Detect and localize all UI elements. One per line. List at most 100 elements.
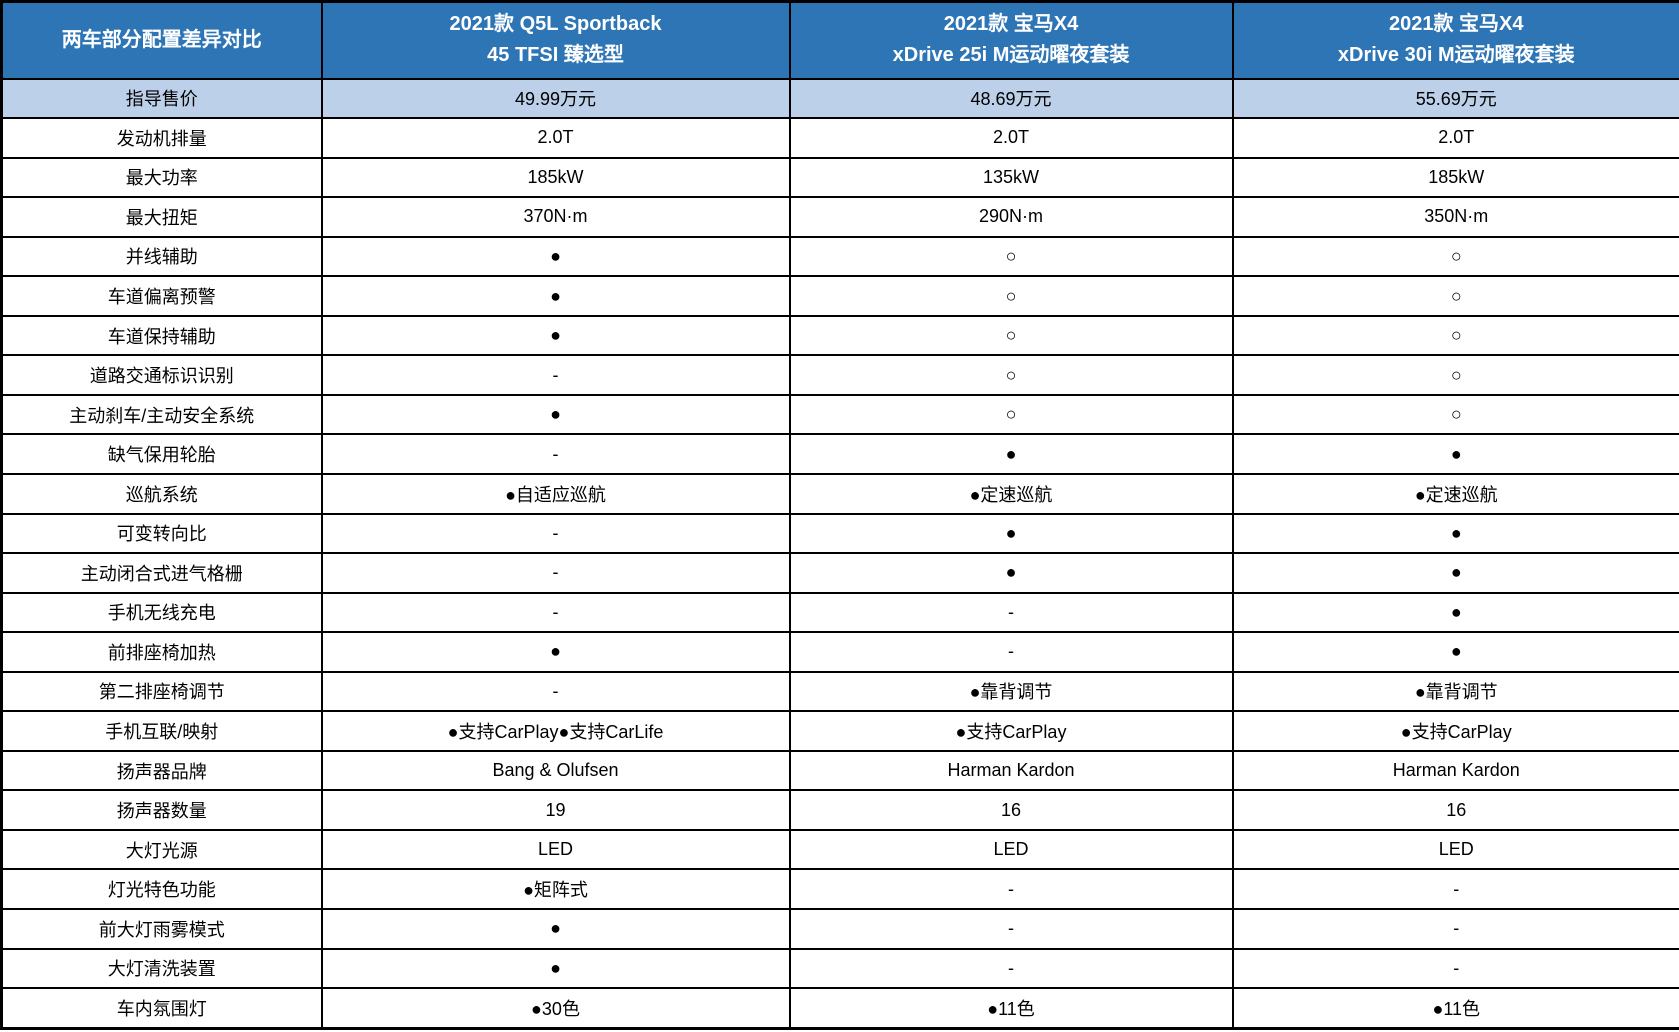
cell-value: 16	[788, 789, 1234, 831]
row-label: 扬声器数量	[0, 789, 323, 831]
cell-value: ●靠背调节	[788, 670, 1234, 713]
row-label: 大灯清洗装置	[0, 947, 323, 990]
table-body: 指导售价 49.99万元 48.69万元 55.69万元 发动机排量 2.0T 2.0T 2.…	[0, 77, 1679, 1030]
cell-value: Bang & Olufsen	[320, 749, 791, 792]
cell-value: ○	[788, 275, 1234, 317]
cell-value: ●	[1231, 552, 1679, 594]
cell-value: ●	[1231, 512, 1679, 555]
cell-value: ●	[1231, 631, 1679, 673]
row-label: 车内氛围灯	[0, 987, 323, 1030]
spec-row: 最大扭矩 370N·m 290N·m 350N·m	[0, 196, 1679, 238]
spec-row: 扬声器品牌 Bang & Olufsen Harman Kardon Harman K…	[0, 749, 1679, 792]
cell-value: ●	[788, 512, 1234, 555]
row-label: 主动闭合式进气格栅	[0, 552, 323, 594]
cell-value: ○	[788, 354, 1234, 396]
cell-value: ●	[788, 433, 1234, 475]
cell-value: ●	[320, 907, 791, 950]
spec-row: 主动闭合式进气格栅 - ● ●	[0, 552, 1679, 594]
cell-value: LED	[320, 828, 791, 871]
spec-row: 第二排座椅调节 - ●靠背调节 ●靠背调节	[0, 670, 1679, 713]
cell-value: ○	[1231, 314, 1679, 357]
row-label: 发动机排量	[0, 117, 323, 159]
cell-value: ○	[788, 393, 1234, 436]
cell-value: -	[320, 433, 791, 475]
cell-value: 290N·m	[788, 196, 1234, 238]
row-label: 指导售价	[0, 77, 323, 120]
column-header-x4-30i: 2021款 宝马X4 xDrive 30i M运动曜夜套装	[1231, 0, 1679, 80]
column-header-line1: 2021款 Q5L Sportback	[449, 13, 662, 36]
spec-row: 大灯光源 LED LED LED	[0, 828, 1679, 871]
cell-value: 2.0T	[320, 117, 791, 159]
row-label: 灯光特色功能	[0, 868, 323, 910]
cell-value: 16	[1231, 789, 1679, 831]
column-header-x4-25i: 2021款 宝马X4 xDrive 25i M运动曜夜套装	[788, 0, 1234, 80]
cell-value: ●	[1231, 433, 1679, 475]
spec-row: 前排座椅加热 ● - ●	[0, 631, 1679, 673]
row-label: 并线辅助	[0, 235, 323, 278]
row-label: 手机互联/映射	[0, 710, 323, 752]
column-header-line2: xDrive 25i M运动曜夜套装	[892, 44, 1130, 67]
spec-row: 前大灯雨雾模式 ● - -	[0, 907, 1679, 950]
cell-value: ○	[788, 235, 1234, 278]
cell-value: -	[320, 670, 791, 713]
column-header-line2: 45 TFSI 臻选型	[487, 44, 624, 67]
column-header-line2: xDrive 30i M运动曜夜套装	[1337, 44, 1575, 67]
table-title-cell: 两车部分配置差异对比	[0, 0, 323, 80]
spec-row: 车内氛围灯 ●30色 ●11色 ●11色	[0, 987, 1679, 1030]
cell-value: -	[320, 591, 791, 634]
spec-row: 可变转向比 - ● ●	[0, 512, 1679, 555]
cell-value: 370N·m	[320, 196, 791, 238]
spec-row: 最大功率 185kW 135kW 185kW	[0, 156, 1679, 199]
cell-value: ●支持CarPlay	[1231, 710, 1679, 752]
cell-value: ●	[788, 552, 1234, 594]
spec-row: 巡航系统 ●自适应巡航 ●定速巡航 ●定速巡航	[0, 472, 1679, 515]
cell-value: Harman Kardon	[1231, 749, 1679, 792]
cell-value: 2.0T	[788, 117, 1234, 159]
cell-value: -	[788, 947, 1234, 990]
cell-value: 350N·m	[1231, 196, 1679, 238]
cell-value: ○	[1231, 393, 1679, 436]
cell-value: ●支持CarPlay●支持CarLife	[320, 710, 791, 752]
spec-row: 扬声器数量 19 16 16	[0, 789, 1679, 831]
row-label: 扬声器品牌	[0, 749, 323, 792]
row-label: 道路交通标识识别	[0, 354, 323, 396]
cell-value: -	[320, 552, 791, 594]
spec-row: 车道偏离预警 ● ○ ○	[0, 275, 1679, 317]
cell-value: ○	[1231, 354, 1679, 396]
cell-value: -	[788, 868, 1234, 910]
column-header-line1: 2021款 宝马X4	[1388, 13, 1524, 36]
row-label: 主动刹车/主动安全系统	[0, 393, 323, 436]
cell-value: ○	[1231, 275, 1679, 317]
cell-value: ●	[1231, 591, 1679, 634]
cell-value: ●支持CarPlay	[788, 710, 1234, 752]
cell-value: ●定速巡航	[1231, 472, 1679, 515]
cell-value: -	[1231, 868, 1679, 910]
row-label: 前排座椅加热	[0, 631, 323, 673]
cell-value: 49.99万元	[320, 77, 791, 120]
cell-value: ●11色	[1231, 987, 1679, 1030]
cell-value: 48.69万元	[788, 77, 1234, 120]
cell-value: 55.69万元	[1231, 77, 1679, 120]
spec-row: 道路交通标识识别 - ○ ○	[0, 354, 1679, 396]
cell-value: -	[788, 631, 1234, 673]
spec-row: 指导售价 49.99万元 48.69万元 55.69万元	[0, 77, 1679, 120]
spec-row: 灯光特色功能 ●矩阵式 - -	[0, 868, 1679, 910]
cell-value: 135kW	[788, 156, 1234, 199]
row-label: 前大灯雨雾模式	[0, 907, 323, 950]
row-label: 巡航系统	[0, 472, 323, 515]
column-header-line1: 2021款 宝马X4	[943, 13, 1079, 36]
cell-value: ●	[320, 314, 791, 357]
cell-value: 2.0T	[1231, 117, 1679, 159]
cell-value: ●定速巡航	[788, 472, 1234, 515]
cell-value: ●	[320, 947, 791, 990]
row-label: 大灯光源	[0, 828, 323, 871]
cell-value: ●矩阵式	[320, 868, 791, 910]
cell-value: ●	[320, 275, 791, 317]
spec-row: 手机互联/映射 ●支持CarPlay●支持CarLife ●支持CarPlay ●支持…	[0, 710, 1679, 752]
cell-value: ○	[1231, 235, 1679, 278]
column-header-q5l-sportback: 2021款 Q5L Sportback 45 TFSI 臻选型	[320, 0, 791, 80]
spec-row: 发动机排量 2.0T 2.0T 2.0T	[0, 117, 1679, 159]
cell-value: ●靠背调节	[1231, 670, 1679, 713]
cell-value: ●30色	[320, 987, 791, 1030]
